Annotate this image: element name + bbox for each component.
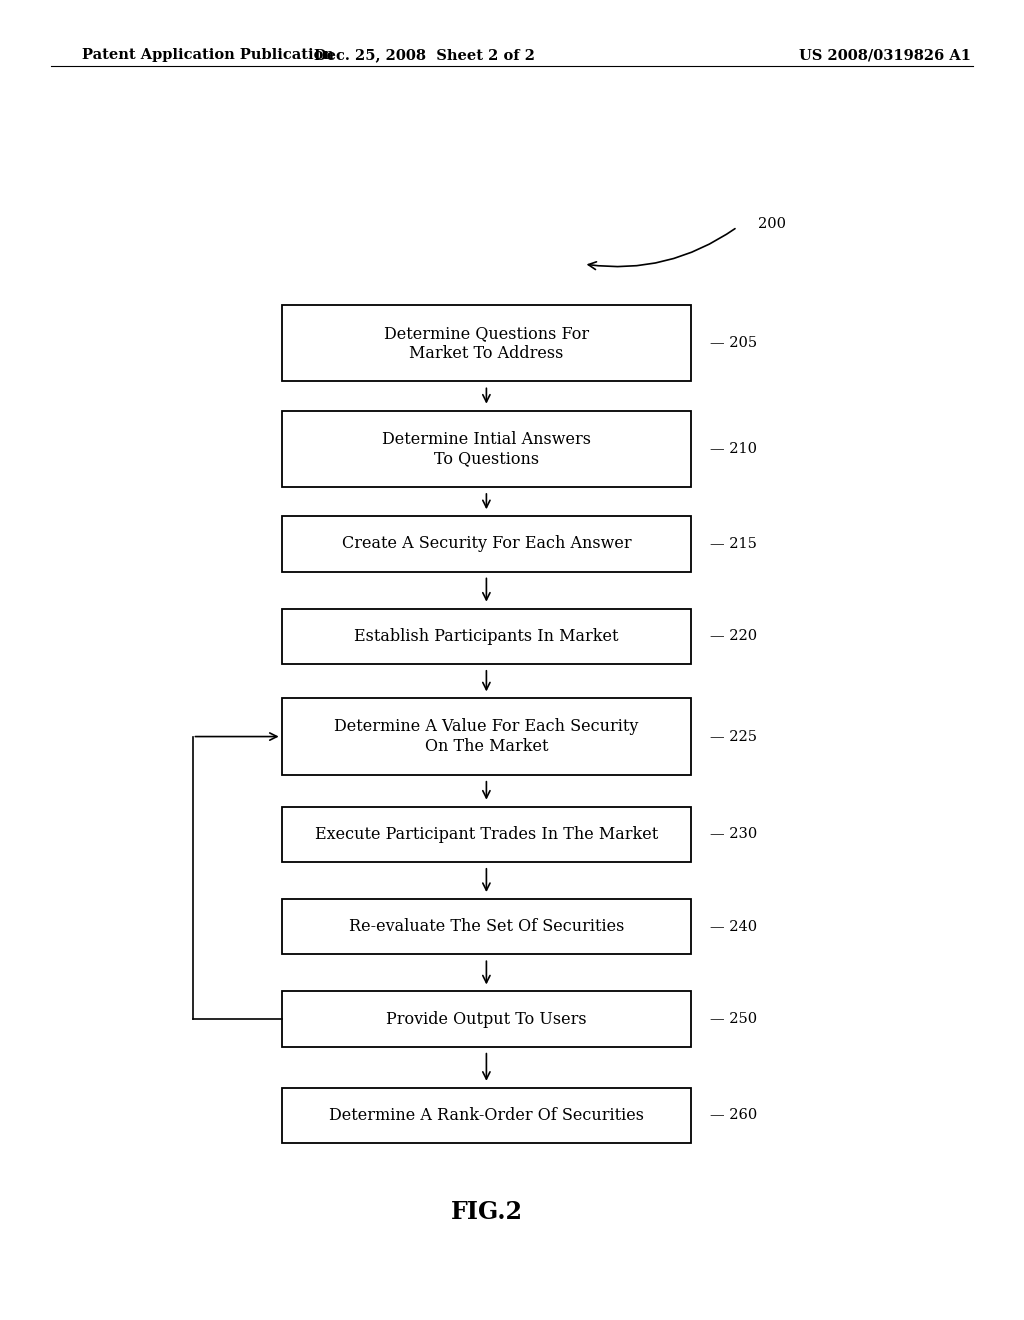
Bar [282,698,691,775]
Text: — 260: — 260 [710,1109,757,1122]
Bar [282,609,691,664]
Bar [282,991,691,1047]
Text: — 205: — 205 [710,337,757,350]
Text: Provide Output To Users: Provide Output To Users [386,1011,587,1027]
Text: — 225: — 225 [710,730,757,743]
Text: Establish Participants In Market: Establish Participants In Market [354,628,618,644]
Text: Determine Intial Answers
To Questions: Determine Intial Answers To Questions [382,430,591,467]
Text: Determine Questions For
Market To Address: Determine Questions For Market To Addres… [384,325,589,362]
Text: Execute Participant Trades In The Market: Execute Participant Trades In The Market [314,826,658,842]
Bar [282,899,691,954]
Text: Dec. 25, 2008  Sheet 2 of 2: Dec. 25, 2008 Sheet 2 of 2 [314,49,536,62]
Text: — 215: — 215 [710,537,757,550]
Text: Patent Application Publication: Patent Application Publication [82,49,334,62]
Bar [282,516,691,572]
Text: US 2008/0319826 A1: US 2008/0319826 A1 [799,49,971,62]
Text: — 230: — 230 [710,828,757,841]
Bar [282,807,691,862]
Text: Re-evaluate The Set Of Securities: Re-evaluate The Set Of Securities [349,919,624,935]
Text: — 220: — 220 [710,630,757,643]
Text: Create A Security For Each Answer: Create A Security For Each Answer [342,536,631,552]
Text: — 210: — 210 [710,442,757,455]
Text: — 240: — 240 [710,920,757,933]
Text: 200: 200 [758,218,785,231]
Bar [282,1088,691,1143]
Text: Determine A Rank-Order Of Securities: Determine A Rank-Order Of Securities [329,1107,644,1123]
Text: FIG.2: FIG.2 [451,1200,522,1224]
Bar [282,305,691,381]
Text: — 250: — 250 [710,1012,757,1026]
Text: Determine A Value For Each Security
On The Market: Determine A Value For Each Security On T… [334,718,639,755]
Bar [282,411,691,487]
